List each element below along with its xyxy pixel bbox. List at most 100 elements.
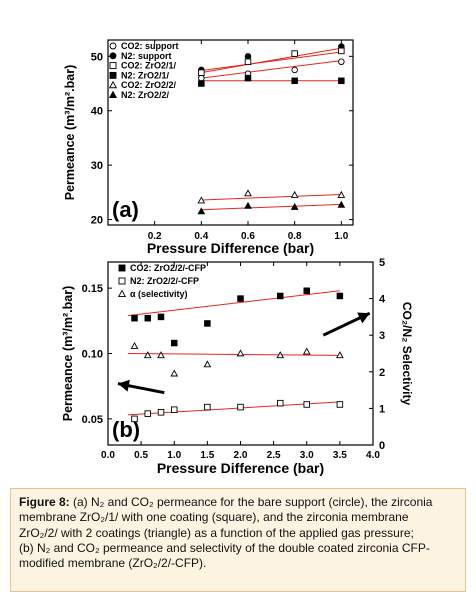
y2-tick-label: 1 [379,403,385,415]
data-point-series-4 [290,190,299,198]
data-point-series-2 [130,342,139,350]
fit-line-5 [201,203,342,211]
data-point-series-0 [338,58,345,66]
legend-marker-2 [109,62,117,70]
y-tick-label: 50 [91,51,103,63]
y-tick-label: 40 [91,106,103,118]
x-axis-label: Pressure Difference (bar) [157,460,324,476]
data-point-series-1 [131,415,138,423]
x-tick-label: 0.8 [288,231,302,242]
data-point-series-1 [144,410,151,417]
data-point-series-4 [337,190,346,198]
fit-line-0 [201,60,342,79]
fit-line-2 [201,51,342,71]
x-tick-label: 4.0 [366,450,380,461]
data-point-series-1 [157,409,165,416]
y-tick-label: 0.15 [82,283,103,295]
data-point-series-2 [236,349,245,357]
fit-line-1 [201,47,342,74]
y2-tick-label: 3 [379,330,385,342]
data-point-series-2 [276,351,285,359]
data-point-series-0 [336,292,344,300]
legend-label-4: CO2: ZrO2/2/ [121,80,177,90]
legend-marker-0 [109,42,117,50]
data-point-series-5 [197,207,206,215]
fit-line-0 [127,290,340,317]
y2-tick-label: 5 [379,257,385,269]
data-point-series-2 [143,351,152,359]
caption-line-1: (a) N₂ and CO₂ permeance for the bare su… [69,495,433,509]
x-tick-label: 1.5 [200,450,214,461]
fit-line-2 [127,353,340,356]
plot-frame [107,39,354,226]
caption-line-2: membrane ZrO₂/1/ with one coating (squar… [19,510,409,525]
data-point-series-0 [198,74,205,82]
caption-line-4: (b) N₂ and CO₂ permeance and selectivity… [19,540,430,555]
x-tick-label: 2.5 [267,450,281,461]
legend-label-1: N2: support [121,51,172,61]
x-tick-label: 1.0 [167,450,181,461]
x-tick-label: 0.5 [134,450,148,461]
x-tick-label: 3.5 [333,450,347,461]
x-tick-label: 0.0 [101,450,115,461]
x-tick-label: 0.2 [148,231,162,242]
legend-marker-0 [118,264,126,272]
x-tick-label: 3.0 [300,450,314,461]
data-point-series-0 [204,320,211,327]
legend-label-0: CO2: ZrO2/2/-CFP [130,263,206,273]
data-point-series-0 [237,295,244,302]
data-point-series-3 [338,77,345,85]
data-point-series-1 [204,403,211,411]
y-tick-label: 0.05 [82,414,103,426]
legend-label-2: CO2: ZrO2/1/ [121,61,177,71]
data-point-series-5 [244,201,252,209]
legend-label-0: CO2: support [121,41,179,51]
legend-marker-1 [118,277,126,285]
caption-label: Figure 8: [19,495,70,509]
y-tick-label: 30 [91,160,103,172]
data-point-series-5 [337,200,346,208]
x-axis-label: Pressure Difference (bar) [147,240,314,256]
arrow-to-selectivity-axis-head [357,312,370,324]
legend-label-1: N2: ZrO2/2/-CFP [130,276,199,286]
data-point-series-0 [303,287,311,295]
data-point-series-0 [144,314,151,322]
data-point-series-1 [336,401,344,408]
data-point-series-5 [290,202,299,210]
caption-line-3: ZrO₂/2/ with 2 coatings (triangle) as a … [19,525,414,540]
fit-line-4 [201,194,342,201]
data-point-series-0 [277,292,284,300]
data-point-series-2 [170,369,179,377]
y-tick-label: 20 [91,215,103,227]
data-point-series-4 [197,196,206,204]
data-point-series-1 [244,53,252,60]
legend-label-3: N2: ZrO2/1/ [121,70,170,80]
y2-axis-label: CO₂/N₂ Selectivity [400,302,414,406]
data-point-series-0 [170,339,178,347]
data-point-series-0 [131,314,138,322]
x-tick-label: 1.0 [334,231,348,242]
data-point-series-2 [198,69,205,76]
panel-label: (a) [112,197,139,222]
legend-marker-1 [109,52,117,60]
data-point-series-4 [244,189,252,197]
x-tick-label: 0.4 [194,231,208,242]
legend-marker-2 [117,289,127,297]
data-point-series-1 [303,401,311,408]
legend-label-5: N2: ZrO2/2/ [121,90,170,100]
legend-marker-5 [108,90,118,99]
y-axis-label: Permeance (m³/m².bar) [63,65,77,200]
x-tick-label: 0.6 [241,231,255,242]
y2-tick-label: 0 [379,440,385,452]
x-tick-label: 2.0 [234,450,248,461]
data-point-series-1 [277,399,284,407]
data-point-series-0 [157,313,165,321]
legend-marker-3 [109,71,117,79]
legend-marker-4 [108,80,118,89]
data-point-series-2 [338,47,345,55]
data-point-series-0 [291,66,298,74]
data-point-series-3 [291,77,298,85]
y2-tick-label: 4 [379,294,386,306]
data-point-series-1 [237,403,244,411]
